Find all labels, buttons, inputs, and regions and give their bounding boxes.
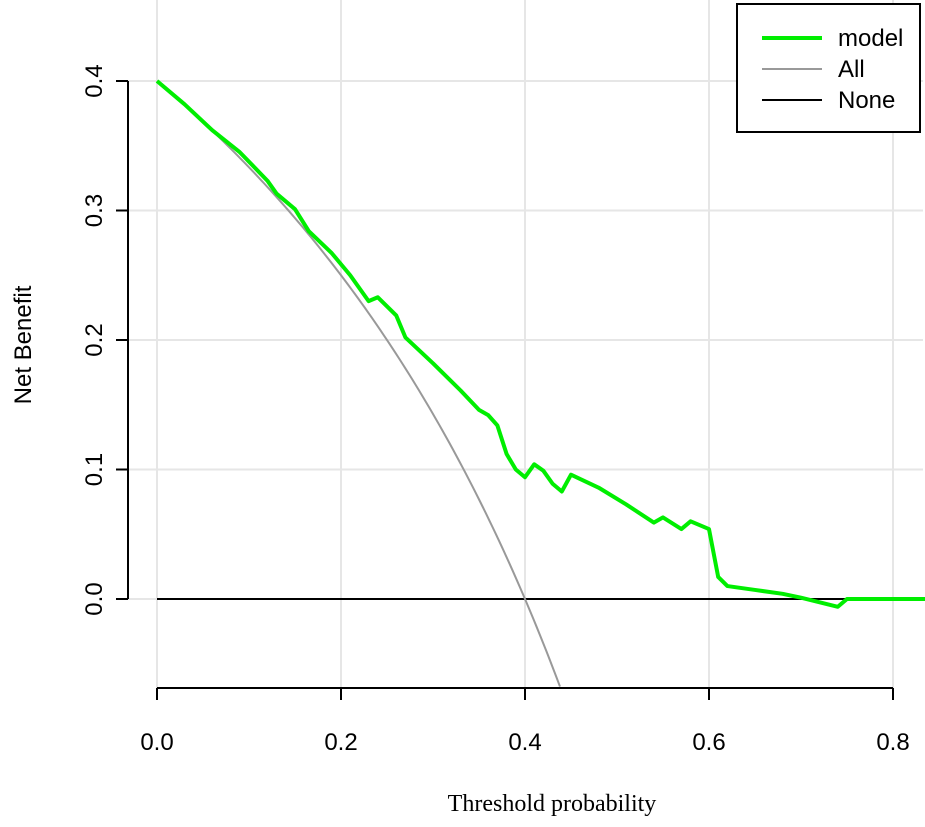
legend-label-model: model xyxy=(838,25,903,52)
y-tick-label-4: 0.4 xyxy=(81,64,108,97)
x-tick-label-0: 0.0 xyxy=(140,729,173,756)
axes: 0.0 0.1 0.2 0.3 0.4 0.0 0.2 0.4 0.6 0.8 xyxy=(81,64,910,756)
x-tick-label-3: 0.6 xyxy=(692,729,725,756)
x-axis-label: Threshold probability xyxy=(448,791,657,817)
legend: model All None xyxy=(736,3,921,133)
x-tick-label-2: 0.4 xyxy=(508,729,541,756)
series-lines xyxy=(155,79,925,687)
series-line-model xyxy=(155,79,925,609)
legend-label-all: All xyxy=(838,56,865,83)
y-tick-label-1: 0.1 xyxy=(81,453,108,486)
x-tick-label-4: 0.8 xyxy=(876,729,909,756)
series-line-all xyxy=(156,80,561,687)
y-tick-label-3: 0.3 xyxy=(81,194,108,227)
y-tick-label-2: 0.2 xyxy=(81,323,108,356)
y-tick-label-0: 0.0 xyxy=(81,582,108,615)
legend-label-none: None xyxy=(838,87,895,114)
x-tick-label-1: 0.2 xyxy=(324,729,357,756)
y-axis-label: Net Benefit xyxy=(10,285,37,404)
